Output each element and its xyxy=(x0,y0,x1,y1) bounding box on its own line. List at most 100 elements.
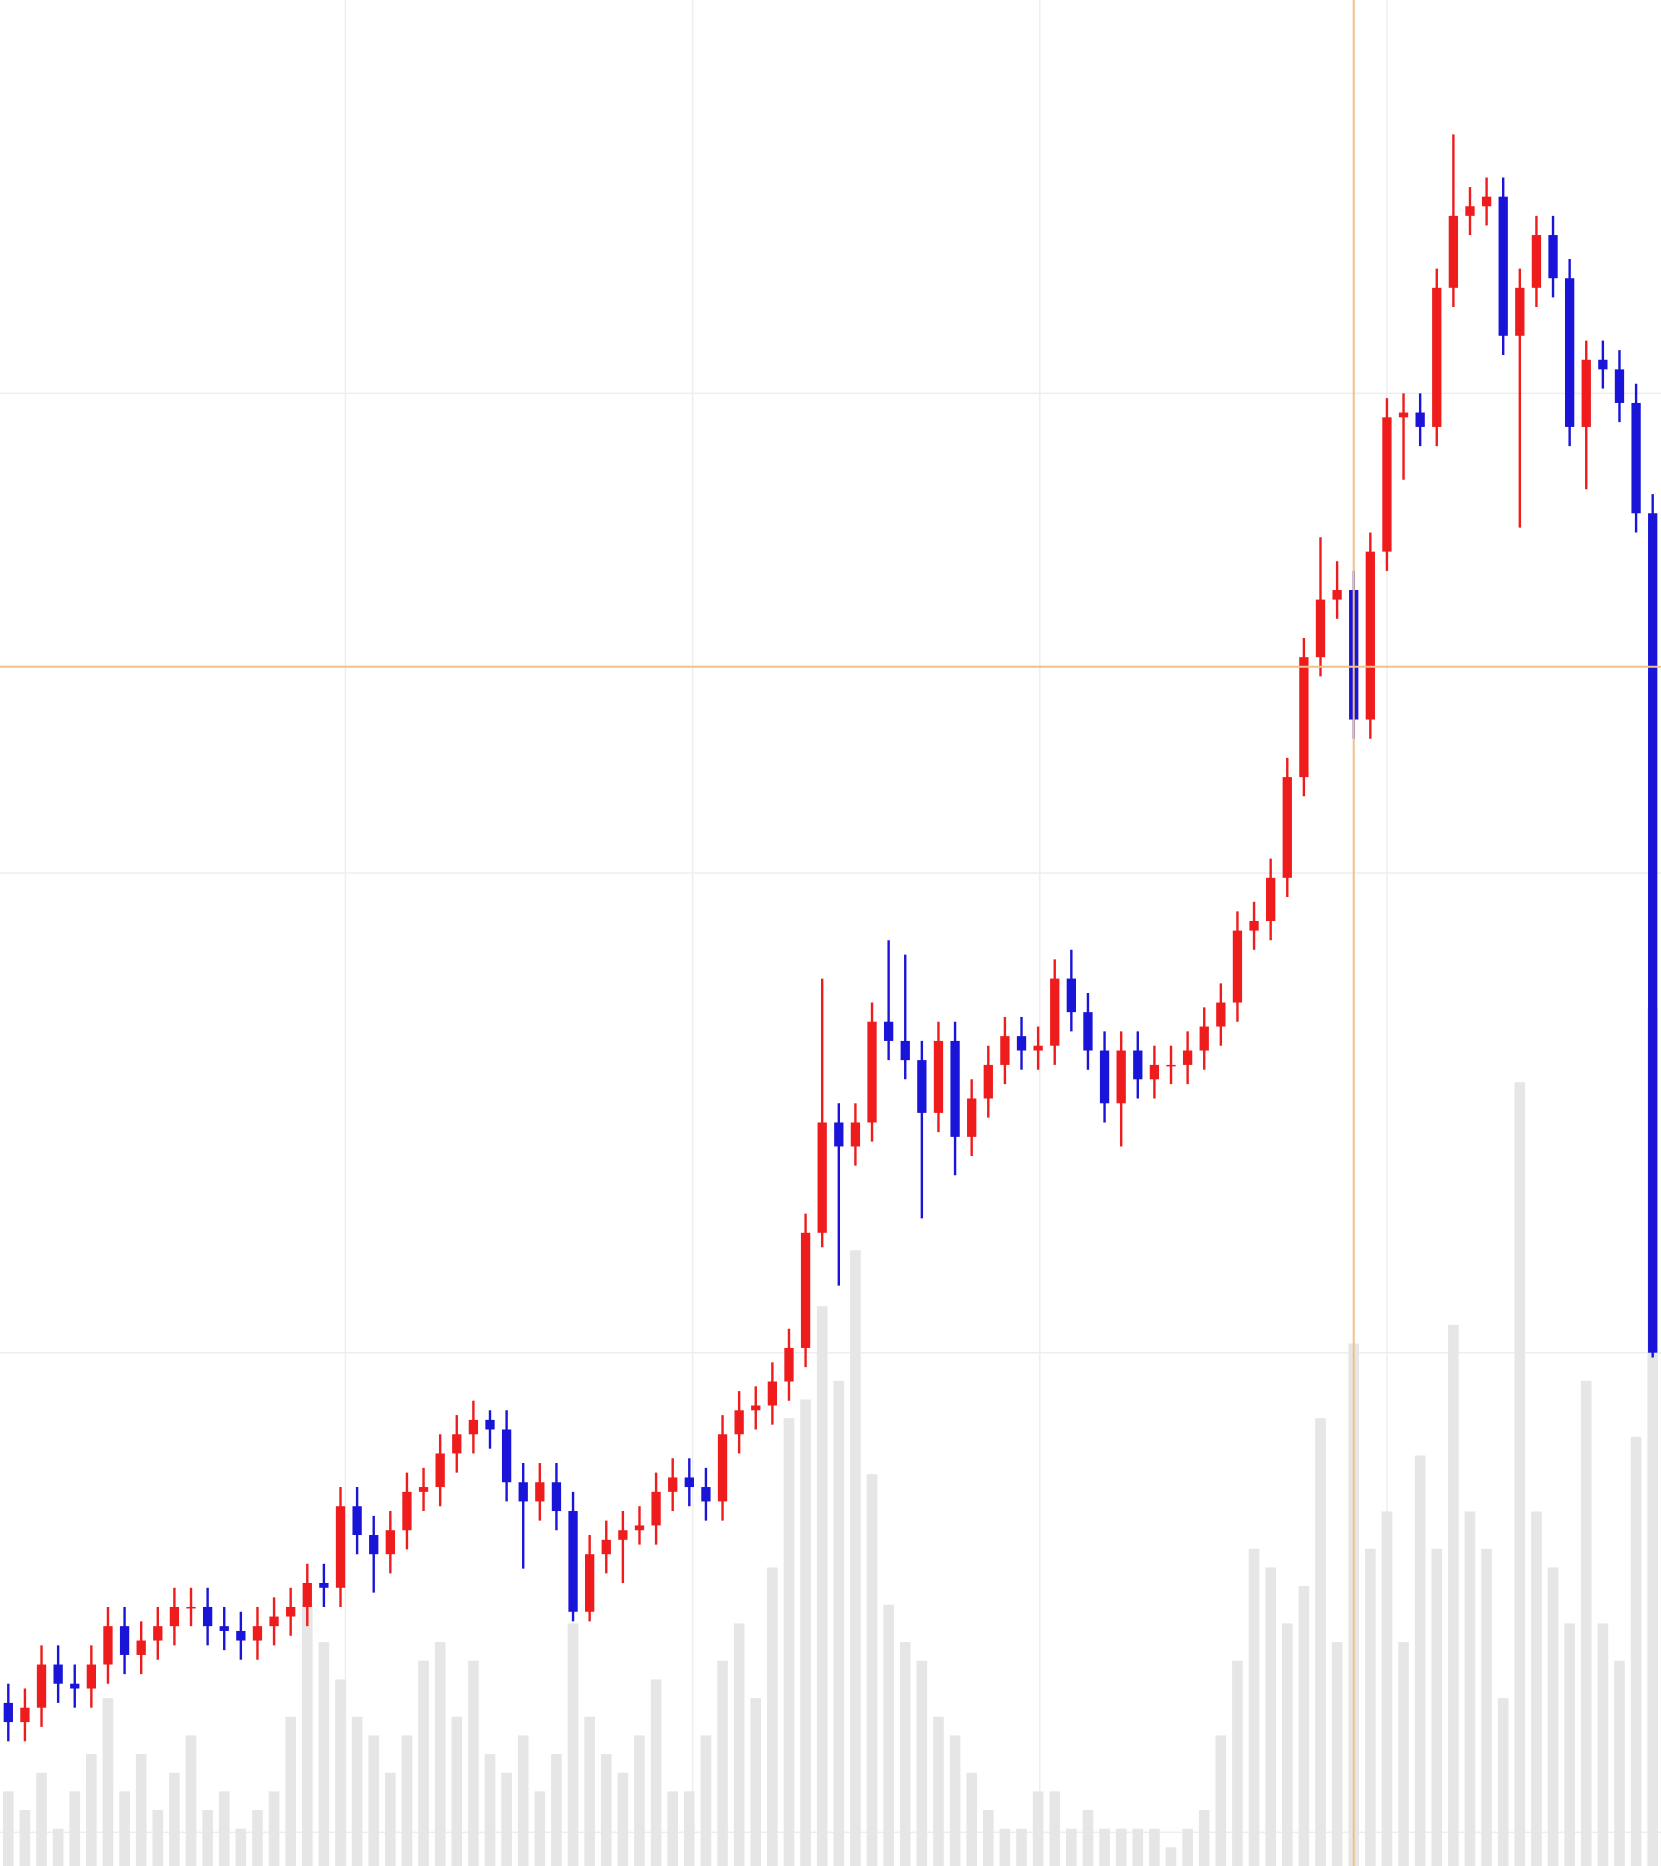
volume-bar xyxy=(1630,1436,1642,1866)
candle-body xyxy=(1581,359,1591,427)
candle-body xyxy=(501,1429,512,1483)
candle-body xyxy=(767,1381,778,1406)
volume-bar xyxy=(1614,1660,1625,1866)
volume-bar xyxy=(185,1735,197,1866)
volume-bar xyxy=(1497,1698,1509,1866)
volume-bar xyxy=(102,1698,114,1866)
candle-body xyxy=(967,1098,977,1137)
volume-bar xyxy=(152,1810,164,1866)
volume-bar xyxy=(135,1754,147,1866)
candle-body xyxy=(302,1582,312,1607)
candle-body xyxy=(186,1606,196,1609)
volume-bar xyxy=(351,1716,363,1866)
candle-body xyxy=(1282,777,1292,878)
volume-bar xyxy=(1414,1455,1426,1866)
candle-body xyxy=(1083,1012,1093,1051)
volume-bar xyxy=(1365,1548,1376,1866)
candle-body xyxy=(468,1419,479,1435)
volume-bar xyxy=(252,1810,263,1866)
volume-bar xyxy=(1099,1828,1110,1866)
candle-body xyxy=(1299,657,1309,778)
candle-body xyxy=(1249,921,1259,931)
candle-body xyxy=(20,1707,30,1723)
volume-bar xyxy=(584,1716,595,1866)
candle-body xyxy=(618,1530,628,1540)
candle-body xyxy=(850,1122,861,1147)
volume-bar xyxy=(1564,1623,1575,1866)
candle-body xyxy=(1465,206,1475,216)
candle-body xyxy=(1564,278,1575,427)
candle-body xyxy=(1531,235,1542,288)
volume-bar xyxy=(1082,1810,1094,1866)
candle-body xyxy=(86,1664,97,1689)
candle-body xyxy=(1149,1064,1160,1080)
candle-body xyxy=(1016,1036,1027,1051)
candle-body xyxy=(1066,978,1076,1013)
candle-body xyxy=(1365,551,1375,720)
candle-body xyxy=(1099,1050,1110,1104)
volume-bar xyxy=(1514,1082,1526,1866)
volume-bar xyxy=(86,1754,97,1866)
volume-bar xyxy=(1149,1828,1160,1866)
volume-bar xyxy=(36,1772,47,1866)
volume-bar xyxy=(949,1735,961,1866)
candle-body xyxy=(784,1347,794,1382)
candle-body xyxy=(1448,215,1459,288)
candle-body xyxy=(585,1554,595,1612)
volume-bar xyxy=(235,1828,247,1866)
candle-body xyxy=(369,1535,379,1555)
volume-bar xyxy=(1032,1791,1044,1866)
volume-bar xyxy=(750,1698,762,1866)
candle-body xyxy=(883,1021,894,1041)
volume-bar xyxy=(1281,1623,1293,1866)
volume-bar xyxy=(982,1810,994,1866)
volume-bar xyxy=(567,1623,579,1866)
candle-body xyxy=(717,1434,728,1502)
candle-body xyxy=(402,1491,412,1531)
volume-bar xyxy=(933,1716,944,1866)
candle-body xyxy=(53,1664,63,1684)
candle-body xyxy=(1266,877,1276,922)
candle-body xyxy=(535,1482,545,1502)
candle-body xyxy=(352,1506,362,1536)
candle-body xyxy=(684,1477,694,1488)
volume-bar xyxy=(1531,1511,1542,1866)
volume-bar xyxy=(69,1791,81,1866)
candle-body xyxy=(169,1606,180,1627)
volume-bar xyxy=(650,1679,662,1866)
volume-bar xyxy=(1265,1567,1276,1866)
candle-body xyxy=(418,1487,429,1492)
volume-bar xyxy=(1647,1007,1659,1866)
volume-bar xyxy=(301,1604,313,1866)
volume-bar xyxy=(1481,1548,1492,1866)
volume-bar xyxy=(1331,1642,1343,1866)
candle-body xyxy=(900,1040,910,1061)
volume-bar xyxy=(1132,1828,1144,1866)
candle-body xyxy=(269,1616,279,1627)
candle-body xyxy=(485,1419,495,1430)
volume-bar xyxy=(883,1604,894,1866)
volume-bar xyxy=(1431,1548,1443,1866)
volume-bar xyxy=(434,1642,446,1866)
volume-bar xyxy=(501,1772,512,1866)
volume-bar xyxy=(335,1679,346,1866)
candle-body xyxy=(385,1530,395,1555)
volume-bar xyxy=(916,1660,928,1866)
volume-bar xyxy=(617,1772,629,1866)
candle-body xyxy=(335,1506,346,1588)
candle-body xyxy=(1432,287,1442,427)
volume-bar xyxy=(1597,1623,1609,1866)
candle-body xyxy=(1648,513,1658,1353)
candle-body xyxy=(1515,287,1525,336)
candle-body xyxy=(435,1453,445,1488)
volume-bar xyxy=(800,1399,811,1866)
volume-bar xyxy=(401,1735,413,1866)
candle-body xyxy=(319,1582,329,1588)
candle-body xyxy=(1050,978,1060,1046)
volume-bar xyxy=(218,1791,230,1866)
volume-bar xyxy=(683,1791,695,1866)
volume-bar xyxy=(700,1735,712,1866)
candle-body xyxy=(1216,1002,1226,1027)
candle-body xyxy=(551,1482,562,1512)
